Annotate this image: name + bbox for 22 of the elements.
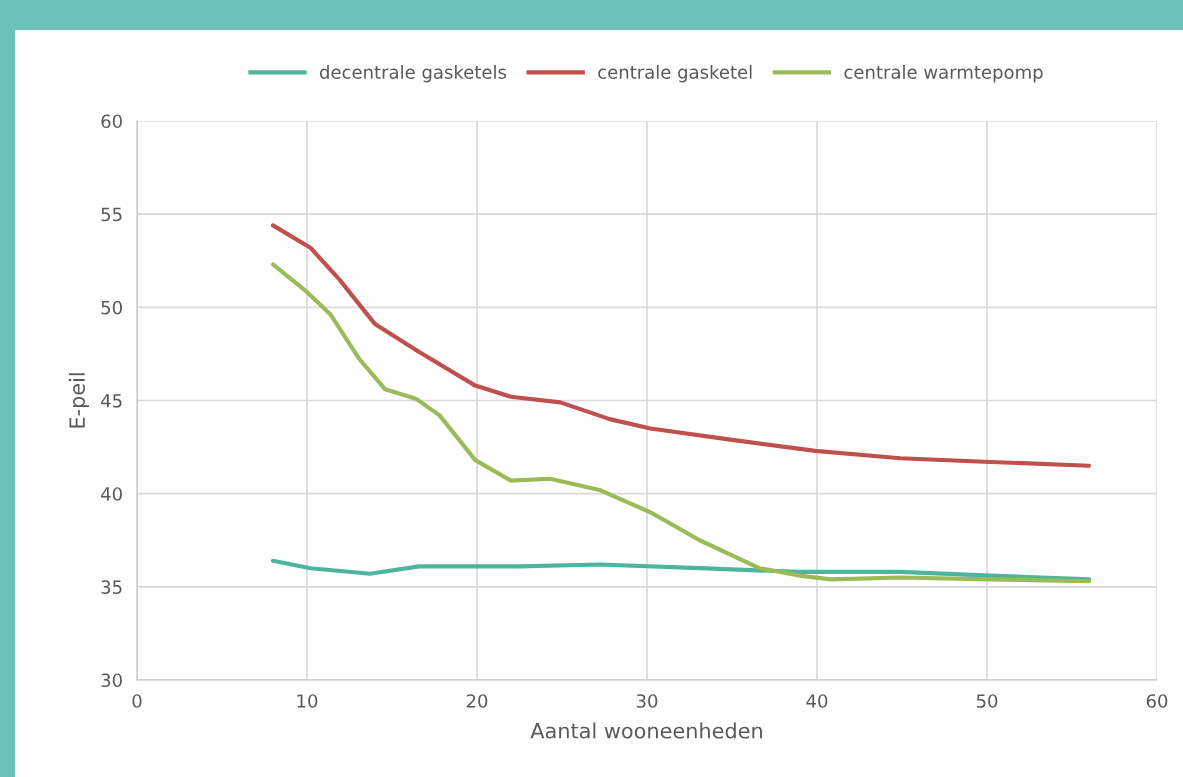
- x-tick-label: 10: [297, 694, 318, 708]
- y-axis-title: E-peil: [68, 373, 90, 428]
- x-tick-label: 50: [976, 694, 998, 708]
- line-series: [270, 558, 1092, 582]
- legend-label: decentrale gasketels: [319, 64, 507, 83]
- line-series: [270, 223, 1092, 468]
- line-series: [270, 262, 1092, 584]
- x-axis-title: Aantal wooneenheden: [530, 722, 762, 739]
- x-tick-label: 40: [806, 694, 828, 708]
- x-tick-label: 30: [636, 694, 658, 708]
- legend-label: centrale warmtepomp: [844, 64, 1043, 83]
- y-tick-label: 60: [101, 114, 122, 129]
- x-tick-label: 20: [466, 694, 488, 708]
- legend-label: centrale gasketel: [598, 64, 752, 83]
- y-tick-label: 40: [101, 487, 122, 501]
- y-tick-label: 50: [101, 300, 122, 315]
- x-tick-label: 0: [132, 694, 142, 708]
- y-tick-label: 35: [101, 580, 122, 594]
- y-tick-label: 45: [101, 394, 122, 408]
- y-tick-label: 30: [101, 673, 122, 688]
- y-tick-label: 55: [101, 207, 122, 222]
- x-tick-label: 60: [1146, 694, 1168, 708]
